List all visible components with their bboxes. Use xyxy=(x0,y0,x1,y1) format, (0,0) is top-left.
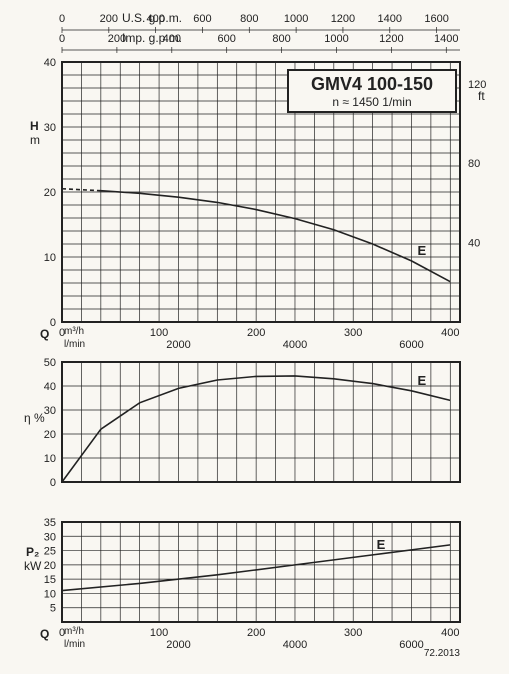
svg-text:400: 400 xyxy=(441,627,459,639)
svg-text:15: 15 xyxy=(44,574,56,586)
svg-text:300: 300 xyxy=(344,327,362,339)
svg-text:800: 800 xyxy=(272,33,290,45)
head-h-label: H xyxy=(30,119,39,133)
svg-text:l/min: l/min xyxy=(64,639,85,650)
svg-text:200: 200 xyxy=(247,627,265,639)
eff-label: η % xyxy=(24,411,45,425)
svg-text:1200: 1200 xyxy=(379,33,403,45)
svg-text:m³/h: m³/h xyxy=(64,326,84,337)
head-curve-label: E xyxy=(417,243,426,258)
eff-curve-label: E xyxy=(417,373,426,388)
head-m-label: m xyxy=(30,133,40,147)
svg-text:1000: 1000 xyxy=(324,33,348,45)
svg-text:800: 800 xyxy=(240,13,258,25)
svg-text:5: 5 xyxy=(50,603,56,615)
power-p2-label: P₂ xyxy=(26,545,39,559)
power-kw-label: kW xyxy=(24,559,42,573)
svg-text:10: 10 xyxy=(44,252,56,264)
svg-text:200: 200 xyxy=(247,327,265,339)
svg-text:10: 10 xyxy=(44,453,56,465)
imp-gpm-label: Imp. g.p.m. xyxy=(122,31,182,45)
svg-text:0: 0 xyxy=(59,33,65,45)
svg-text:200: 200 xyxy=(100,13,118,25)
svg-text:6000: 6000 xyxy=(399,639,423,651)
svg-text:1200: 1200 xyxy=(331,13,355,25)
model-title: GMV4 100-150 xyxy=(311,74,433,94)
svg-text:4000: 4000 xyxy=(283,639,307,651)
svg-text:0: 0 xyxy=(59,13,65,25)
svg-text:1600: 1600 xyxy=(424,13,448,25)
svg-text:20: 20 xyxy=(44,429,56,441)
svg-text:600: 600 xyxy=(218,33,236,45)
pump-curve-chart: 02004006008001000120014001600U.S. g.p.m.… xyxy=(10,10,509,664)
svg-text:0: 0 xyxy=(50,477,56,489)
svg-text:1400: 1400 xyxy=(378,13,402,25)
us-gpm-label: U.S. g.p.m. xyxy=(122,11,182,25)
svg-text:40: 40 xyxy=(468,238,480,250)
svg-text:600: 600 xyxy=(193,13,211,25)
speed-subtitle: n ≈ 1450 1/min xyxy=(332,95,411,109)
svg-text:25: 25 xyxy=(44,546,56,558)
svg-text:20: 20 xyxy=(44,560,56,572)
svg-text:80: 80 xyxy=(468,158,480,170)
svg-text:4000: 4000 xyxy=(283,339,307,351)
svg-text:20: 20 xyxy=(44,187,56,199)
svg-text:1400: 1400 xyxy=(434,33,458,45)
svg-text:50: 50 xyxy=(44,357,56,369)
svg-text:400: 400 xyxy=(441,327,459,339)
svg-text:30: 30 xyxy=(44,531,56,543)
svg-text:6000: 6000 xyxy=(399,339,423,351)
svg-text:35: 35 xyxy=(44,517,56,529)
svg-text:l/min: l/min xyxy=(64,339,85,350)
svg-text:30: 30 xyxy=(44,405,56,417)
svg-text:40: 40 xyxy=(44,57,56,69)
svg-text:100: 100 xyxy=(150,327,168,339)
svg-text:300: 300 xyxy=(344,627,362,639)
svg-text:10: 10 xyxy=(44,588,56,600)
svg-text:0: 0 xyxy=(50,317,56,329)
svg-text:Q: Q xyxy=(40,327,49,341)
svg-text:2000: 2000 xyxy=(166,639,190,651)
power-curve-label: E xyxy=(377,537,386,552)
svg-text:30: 30 xyxy=(44,122,56,134)
svg-text:1000: 1000 xyxy=(284,13,308,25)
svg-text:40: 40 xyxy=(44,381,56,393)
svg-text:m³/h: m³/h xyxy=(64,626,84,637)
svg-text:Q: Q xyxy=(40,627,49,641)
head-ft-label: ft xyxy=(478,89,485,103)
svg-text:2000: 2000 xyxy=(166,339,190,351)
svg-text:100: 100 xyxy=(150,627,168,639)
